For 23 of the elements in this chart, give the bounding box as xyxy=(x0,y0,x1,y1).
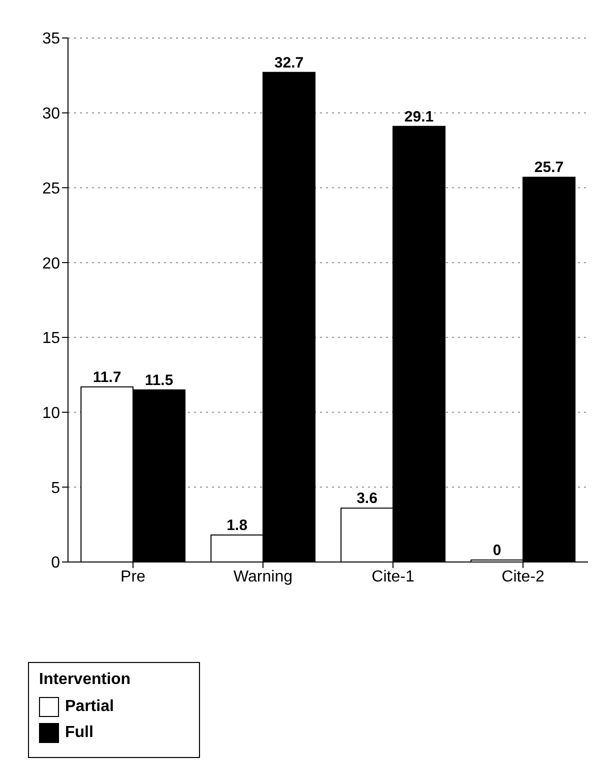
data-label: 29.1 xyxy=(404,108,434,126)
data-label: 32.7 xyxy=(274,54,304,72)
legend-label: Full xyxy=(65,724,94,742)
data-label: 1.8 xyxy=(226,517,248,534)
legend-label: Partial xyxy=(65,698,114,716)
x-tick-label: Pre xyxy=(120,568,146,586)
data-label: 11.7 xyxy=(92,368,122,386)
y-tick-label: 10 xyxy=(42,404,60,422)
data-label: 0 xyxy=(492,542,502,559)
x-tick-label: Warning xyxy=(234,568,292,586)
y-tick-label: 35 xyxy=(42,30,60,48)
y-tick-label: 20 xyxy=(42,255,60,272)
legend-title: Intervention xyxy=(39,671,132,689)
y-tick-label: 0 xyxy=(51,554,60,572)
y-tick-label: 15 xyxy=(42,330,60,348)
y-tick-label: 30 xyxy=(42,106,60,123)
data-label: 25.7 xyxy=(534,159,564,176)
x-tick-label: Cite-2 xyxy=(502,568,544,586)
y-tick-label: 5 xyxy=(51,480,60,497)
data-label: 11.5 xyxy=(144,372,174,389)
x-tick-label: Cite-1 xyxy=(372,568,414,586)
data-label: 3.6 xyxy=(356,490,378,508)
y-tick-label: 25 xyxy=(42,180,60,198)
